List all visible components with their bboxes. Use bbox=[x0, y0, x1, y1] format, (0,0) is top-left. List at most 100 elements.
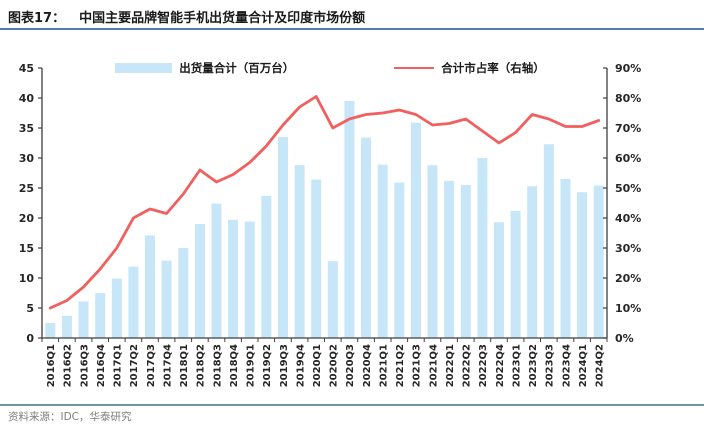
bar-2021Q1 bbox=[377, 164, 388, 338]
left-axis-tick: 20 bbox=[19, 212, 35, 225]
x-axis-label: 2023Q2 bbox=[528, 344, 539, 387]
x-axis-label: 2020Q1 bbox=[312, 344, 323, 387]
x-axis-label: 2018Q4 bbox=[229, 344, 240, 387]
bar-2021Q3 bbox=[410, 122, 421, 338]
bar-2020Q2 bbox=[327, 261, 338, 338]
bar-2022Q4 bbox=[494, 222, 504, 338]
x-axis-label: 2020Q2 bbox=[329, 344, 340, 387]
bar-2022Q2 bbox=[460, 185, 471, 338]
x-axis-label: 2021Q3 bbox=[412, 344, 423, 387]
x-axis-label: 2022Q1 bbox=[445, 344, 456, 387]
x-axis-label: 2021Q2 bbox=[395, 344, 406, 387]
right-axis-tick: 0% bbox=[615, 332, 634, 345]
bar-2022Q3 bbox=[477, 158, 488, 338]
bar-2020Q4 bbox=[361, 137, 371, 338]
bar-2018Q1 bbox=[178, 248, 189, 338]
title-divider bbox=[0, 28, 704, 31]
source-note: 资料来源：IDC，华泰研究 bbox=[8, 411, 132, 423]
bar-2019Q3 bbox=[278, 137, 288, 338]
bar-2016Q1 bbox=[45, 323, 56, 338]
x-axis-label: 2019Q4 bbox=[295, 344, 306, 387]
x-axis-label: 2022Q4 bbox=[495, 344, 506, 387]
left-axis-tick: 25 bbox=[19, 182, 34, 195]
bar-2019Q4 bbox=[294, 165, 305, 338]
bar-2018Q2 bbox=[194, 224, 205, 338]
x-axis-label: 2017Q1 bbox=[113, 344, 124, 387]
x-axis-label: 2016Q4 bbox=[96, 344, 107, 387]
right-axis-tick: 80% bbox=[615, 92, 641, 105]
bar-2017Q1 bbox=[111, 278, 122, 338]
bar-2016Q3 bbox=[78, 301, 89, 338]
legend-bars-label: 出货量合计（百万台） bbox=[179, 61, 295, 75]
x-axis-label: 2018Q1 bbox=[179, 344, 190, 387]
right-axis-tick: 70% bbox=[615, 122, 641, 135]
x-axis-label: 2022Q2 bbox=[462, 344, 473, 387]
figure-title: 中国主要品牌智能手机出货量合计及印度市场份额 bbox=[79, 11, 366, 26]
figure-number: 图表17： bbox=[8, 11, 66, 26]
left-axis-tick: 10 bbox=[19, 272, 35, 285]
bar-2017Q4 bbox=[161, 260, 172, 338]
bar-2016Q4 bbox=[95, 293, 106, 338]
x-axis-label: 2023Q3 bbox=[545, 344, 556, 387]
x-axis-label: 2022Q3 bbox=[478, 344, 489, 387]
x-axis-label: 2016Q1 bbox=[46, 344, 57, 387]
bar-2016Q2 bbox=[61, 315, 72, 338]
bar-2018Q3 bbox=[211, 203, 222, 338]
bar-2019Q2 bbox=[261, 195, 272, 338]
bar-2017Q2 bbox=[128, 266, 139, 338]
left-axis-tick: 5 bbox=[26, 302, 34, 315]
legend-item-share: 合计市占率（右轴） bbox=[394, 60, 545, 76]
x-axis-label: 2016Q3 bbox=[79, 344, 90, 387]
bar-2019Q1 bbox=[244, 221, 255, 338]
left-axis-tick: 15 bbox=[19, 242, 34, 255]
x-axis-label: 2021Q4 bbox=[428, 344, 439, 387]
bar-2023Q1 bbox=[510, 210, 521, 338]
x-axis-label: 2020Q3 bbox=[345, 344, 356, 387]
legend-item-shipments: 出货量合计（百万台） bbox=[115, 60, 294, 76]
bar-swatch-icon bbox=[115, 63, 173, 73]
bar-2024Q1 bbox=[577, 192, 588, 338]
x-axis-label: 2023Q1 bbox=[511, 344, 522, 387]
x-axis-label: 2024Q2 bbox=[595, 344, 606, 387]
x-axis-label: 2019Q1 bbox=[246, 344, 257, 387]
bar-2024Q2 bbox=[593, 185, 604, 338]
left-axis-tick: 45 bbox=[19, 62, 34, 75]
right-axis-tick: 60% bbox=[615, 152, 641, 165]
right-axis-tick: 20% bbox=[615, 272, 641, 285]
right-axis-tick: 10% bbox=[615, 302, 641, 315]
left-axis-tick: 35 bbox=[19, 122, 34, 135]
bar-2023Q4 bbox=[560, 179, 571, 338]
bar-2023Q2 bbox=[527, 186, 538, 338]
bar-2020Q3 bbox=[344, 101, 355, 338]
bar-2018Q4 bbox=[228, 219, 239, 338]
bar-2021Q4 bbox=[427, 165, 438, 338]
bar-2017Q3 bbox=[145, 235, 155, 338]
left-axis-tick: 40 bbox=[19, 92, 35, 105]
right-axis-tick: 30% bbox=[615, 242, 641, 255]
x-axis-label: 2017Q2 bbox=[129, 344, 140, 387]
legend-line-label: 合计市占率（右轴） bbox=[441, 61, 545, 75]
left-axis-tick: 30 bbox=[19, 152, 35, 165]
bar-2021Q2 bbox=[394, 182, 405, 338]
x-axis-label: 2019Q3 bbox=[279, 344, 290, 387]
x-axis-label: 2020Q4 bbox=[362, 344, 373, 387]
x-axis-label: 2024Q1 bbox=[578, 344, 589, 387]
right-axis-tick: 40% bbox=[615, 212, 641, 225]
bar-2023Q3 bbox=[543, 144, 554, 338]
x-axis-label: 2018Q2 bbox=[196, 344, 207, 387]
footer-divider bbox=[0, 404, 704, 406]
x-axis-label: 2017Q3 bbox=[146, 344, 157, 387]
bar-2022Q1 bbox=[444, 180, 455, 338]
x-axis-label: 2019Q2 bbox=[262, 344, 273, 387]
market-share-line bbox=[48, 95, 601, 310]
x-axis-label: 2021Q1 bbox=[379, 344, 390, 387]
left-axis-tick: 0 bbox=[26, 332, 34, 345]
right-axis-tick: 90% bbox=[615, 62, 641, 75]
x-axis-label: 2023Q4 bbox=[561, 344, 572, 387]
chart-legend: 出货量合计（百万台） 合计市占率（右轴） bbox=[0, 60, 660, 76]
right-axis-tick: 50% bbox=[615, 182, 641, 195]
bar-2020Q1 bbox=[311, 179, 322, 338]
page-title: 图表17： 中国主要品牌智能手机出货量合计及印度市场份额 bbox=[8, 7, 696, 26]
